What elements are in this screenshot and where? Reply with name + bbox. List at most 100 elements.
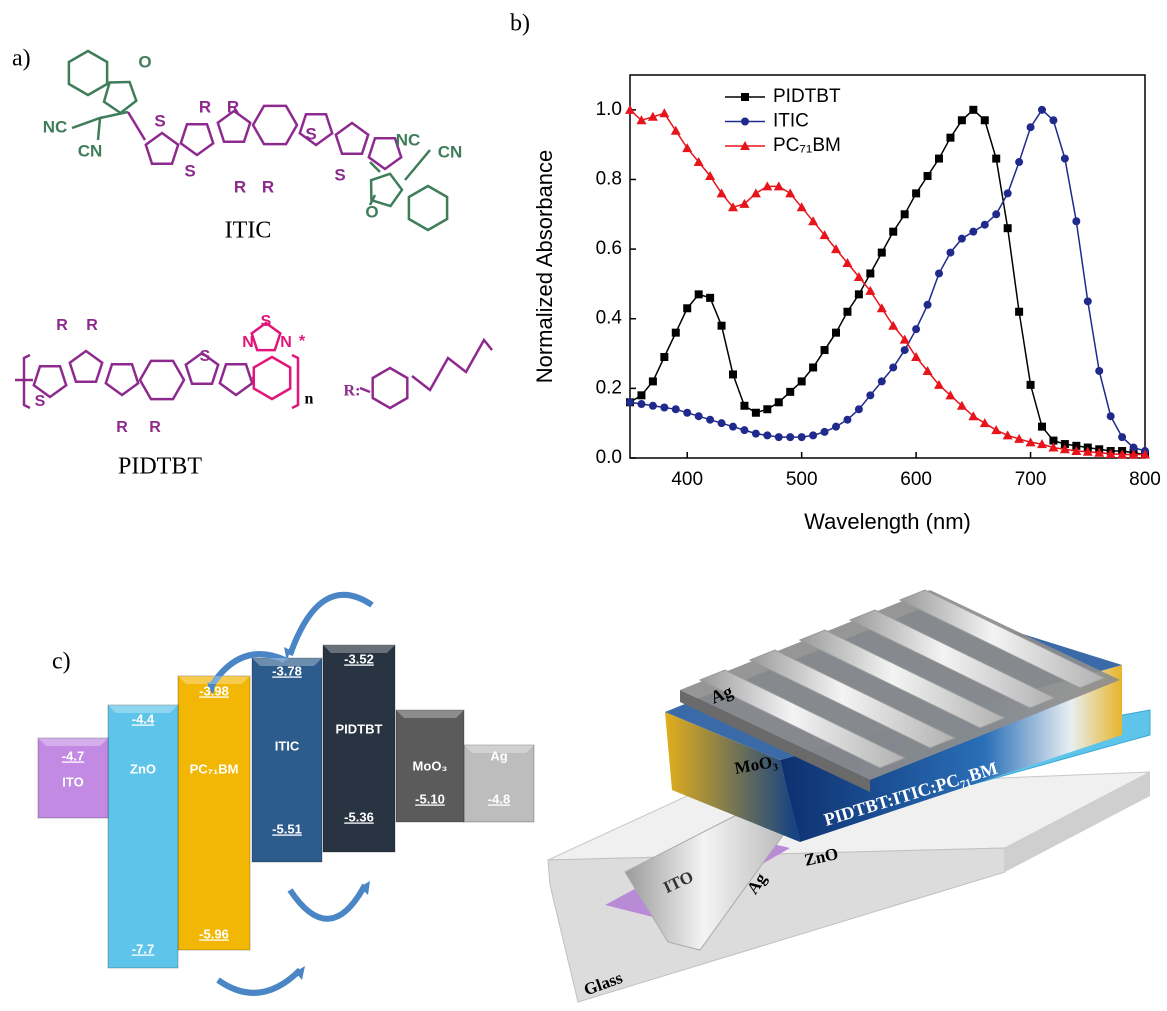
data-point (798, 433, 806, 441)
atom-label: NC (396, 130, 421, 149)
y-tick-label: 0.2 (596, 377, 622, 398)
data-point (637, 400, 645, 408)
plot-frame (630, 75, 1145, 458)
data-point (718, 419, 726, 427)
data-point (740, 402, 748, 410)
data-point (649, 402, 657, 410)
data-point (1027, 123, 1035, 131)
data-point (821, 346, 829, 354)
legend-marker (741, 93, 749, 101)
ring (181, 124, 213, 155)
x-axis-label: Wavelength (nm) (804, 509, 971, 534)
data-point (763, 431, 771, 439)
material-name: ITO (62, 774, 83, 789)
bond (72, 118, 100, 140)
data-point (980, 418, 990, 427)
data-point (682, 143, 692, 152)
data-point (809, 363, 817, 371)
arrow (295, 966, 305, 980)
legend-label: PC₇₁BM (773, 135, 841, 156)
bond (24, 355, 30, 408)
data-point (763, 405, 771, 413)
energy-value: -5.51 (272, 821, 302, 836)
data-point (889, 363, 897, 371)
ring (104, 82, 136, 113)
data-point (843, 416, 851, 424)
panel-label: a) (12, 46, 31, 72)
data-point (785, 188, 795, 197)
data-point (946, 134, 954, 142)
atom-label: R (149, 419, 161, 436)
ring (371, 174, 402, 206)
data-point (1038, 106, 1046, 114)
legend-label: ITIC (773, 111, 809, 132)
chemical-structures: ONCCNRRSSSSRRNCCNORRSSRRSNN*nR: (15, 51, 492, 436)
data-point (901, 210, 909, 218)
atom-label: n (305, 391, 314, 408)
ring (70, 351, 102, 382)
series-line (630, 110, 1145, 455)
data-point (786, 388, 794, 396)
data-point (1004, 224, 1012, 232)
data-point (752, 430, 760, 438)
bond (128, 112, 145, 140)
data-point (1072, 217, 1080, 225)
atom-label: S (200, 348, 211, 365)
data-point (969, 228, 977, 236)
panel-label: c) (52, 649, 71, 675)
ring (146, 133, 178, 164)
data-point (912, 189, 920, 197)
ring (106, 364, 138, 395)
data-point (832, 329, 840, 337)
atom-label: R (262, 177, 274, 196)
data-point (843, 308, 851, 316)
energy-value: -4.7 (62, 748, 84, 763)
panel-labels: a) b) c) (12, 11, 530, 675)
energy-value: -7.7 (132, 941, 154, 956)
figure: a) b) c) ONCCNRRSSSSRRNCCNORRSSRRSNN*nR:… (0, 0, 1167, 1011)
material-name: Ag (490, 748, 507, 763)
data-point (991, 425, 1001, 434)
data-point (706, 416, 714, 424)
data-point (855, 405, 863, 413)
y-tick-label: 0.0 (596, 447, 622, 468)
data-point (958, 116, 966, 124)
data-point (981, 221, 989, 229)
ring (373, 368, 408, 408)
device-schematic: Ag MoO₃ PIDTBT:ITIC:PC₇₁BM ZnO ITO Ag Gl… (548, 590, 1150, 1002)
energy-value: -4.4 (132, 711, 155, 726)
data-point (729, 423, 737, 431)
data-point (798, 377, 806, 385)
data-point (832, 423, 840, 431)
atom-label: N (280, 334, 292, 351)
energy-value: -5.96 (199, 926, 229, 941)
energy-value: -5.36 (344, 809, 374, 824)
data-point (1107, 412, 1115, 420)
atom-label: S (334, 165, 345, 184)
x-tick-label: 700 (1015, 469, 1047, 490)
ring (253, 106, 297, 144)
data-point (992, 210, 1000, 218)
energy-level-box (108, 705, 178, 968)
data-point (672, 329, 680, 337)
bond (360, 388, 370, 392)
atom-label: R (227, 97, 239, 116)
data-point (992, 155, 1000, 163)
bond (292, 355, 298, 408)
data-point (969, 106, 977, 114)
data-point (946, 249, 954, 257)
ring (69, 51, 107, 95)
data-point (901, 346, 909, 354)
atom-label: N (242, 334, 254, 351)
data-point (1118, 433, 1126, 441)
data-point (958, 235, 966, 243)
material-name: MoO₃ (413, 758, 448, 773)
atom-label: NC (43, 117, 68, 136)
y-tick-label: 0.8 (596, 168, 622, 189)
data-point (751, 188, 761, 197)
data-point (1027, 381, 1035, 389)
data-point (718, 322, 726, 330)
page: {"figure":{"panel_labels":["a)","b)","c)… (0, 0, 1167, 1011)
data-point (660, 404, 668, 412)
data-point (1061, 155, 1069, 163)
